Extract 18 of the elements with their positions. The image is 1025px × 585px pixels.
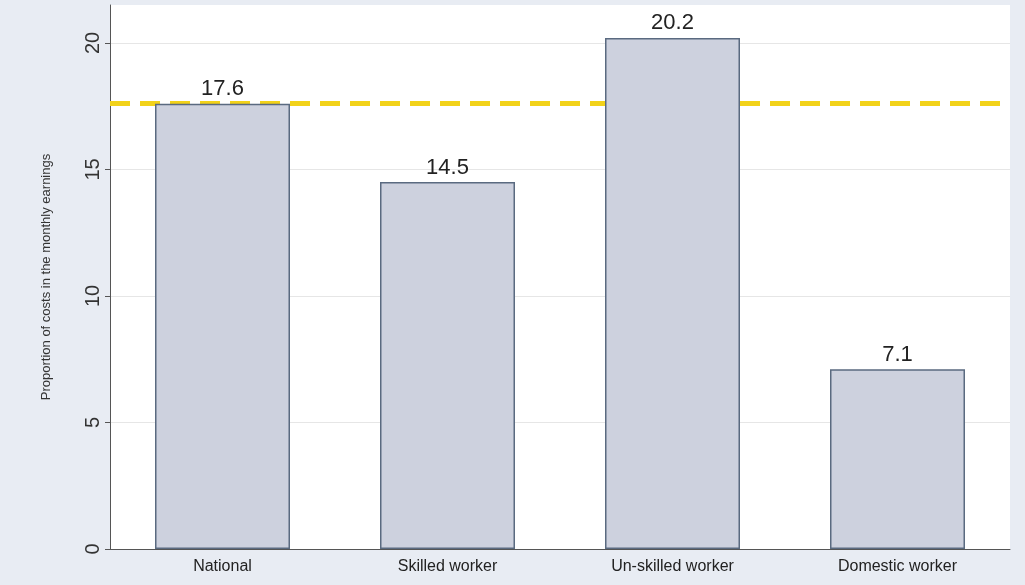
x-tick-label: Skilled worker: [397, 556, 498, 574]
data-label: 20.2: [651, 9, 694, 35]
y-tick-label: 15: [81, 158, 103, 181]
x-tick-label: Domestic worker: [837, 556, 958, 574]
bar: [155, 103, 290, 549]
y-tick-label: 5: [81, 416, 103, 429]
y-axis-title: Proportion of costs in the monthly earnings: [38, 153, 53, 401]
data-label: 14.5: [426, 153, 469, 179]
y-tick-label: 10: [81, 284, 103, 308]
bar: [830, 369, 965, 549]
y-tick-label: 20: [81, 31, 103, 55]
data-label: 17.6: [201, 75, 244, 101]
x-tick-label: National: [193, 556, 252, 574]
bar: [380, 182, 515, 549]
x-tick-label: Un-skilled worker: [611, 556, 735, 574]
y-tick-label: 0: [81, 543, 103, 555]
bar: [605, 37, 740, 549]
data-label: 7.1: [882, 340, 913, 366]
